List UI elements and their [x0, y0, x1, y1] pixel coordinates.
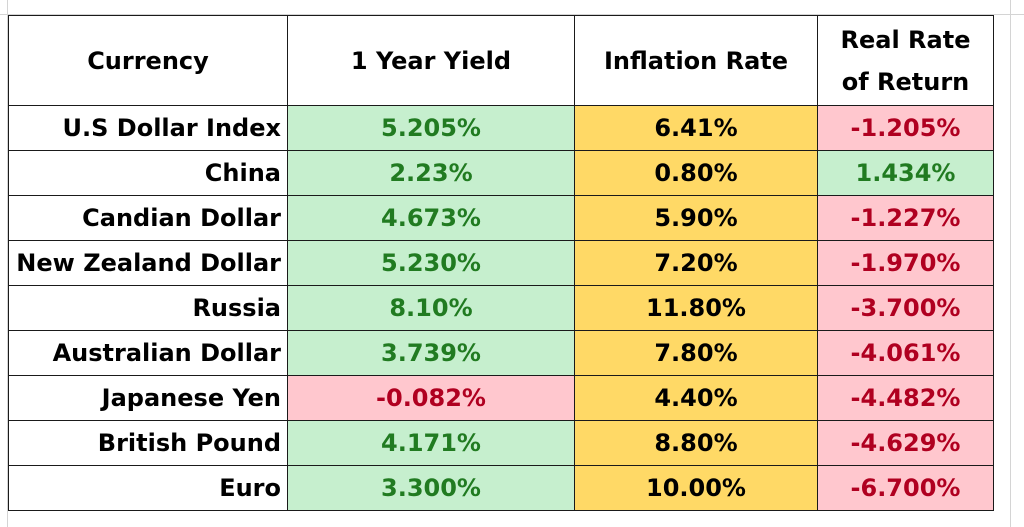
- real-return-cell[interactable]: -1.970%: [817, 240, 994, 286]
- inflation-cell[interactable]: 6.41%: [574, 105, 818, 151]
- currency-cell[interactable]: British Pound: [8, 420, 288, 466]
- inflation-cell[interactable]: 10.00%: [574, 465, 818, 511]
- yield-cell[interactable]: 8.10%: [287, 285, 575, 331]
- header-real-rate-line1: Real Rate: [840, 25, 971, 54]
- real-return-cell[interactable]: 1.434%: [817, 150, 994, 196]
- yield-cell[interactable]: 5.205%: [287, 105, 575, 151]
- real-return-cell[interactable]: -1.227%: [817, 195, 994, 241]
- header-real-rate-of-return[interactable]: Real Rate of Return: [817, 15, 994, 106]
- table-row: Australian Dollar 3.739% 7.80% -4.061%: [8, 330, 994, 376]
- real-return-cell[interactable]: -1.205%: [817, 105, 994, 151]
- yield-cell[interactable]: 3.300%: [287, 465, 575, 511]
- real-return-cell[interactable]: -4.629%: [817, 420, 994, 466]
- inflation-cell[interactable]: 7.20%: [574, 240, 818, 286]
- gridline: [7, 0, 8, 527]
- currency-cell[interactable]: Russia: [8, 285, 288, 331]
- yield-cell[interactable]: 4.171%: [287, 420, 575, 466]
- table-row: Russia 8.10% 11.80% -3.700%: [8, 285, 994, 331]
- header-row: Currency 1 Year Yield Inflation Rate Rea…: [8, 15, 994, 106]
- header-1-year-yield[interactable]: 1 Year Yield: [287, 15, 575, 106]
- real-return-cell[interactable]: -3.700%: [817, 285, 994, 331]
- real-return-cell[interactable]: -6.700%: [817, 465, 994, 511]
- table-row: Candian Dollar 4.673% 5.90% -1.227%: [8, 195, 994, 241]
- inflation-cell[interactable]: 7.80%: [574, 330, 818, 376]
- table-row: U.S Dollar Index 5.205% 6.41% -1.205%: [8, 105, 994, 151]
- gridline: [1010, 0, 1011, 527]
- yield-cell[interactable]: 5.230%: [287, 240, 575, 286]
- currency-cell[interactable]: Japanese Yen: [8, 375, 288, 421]
- yield-cell[interactable]: 2.23%: [287, 150, 575, 196]
- currency-cell[interactable]: China: [8, 150, 288, 196]
- yield-cell[interactable]: 3.739%: [287, 330, 575, 376]
- header-currency[interactable]: Currency: [8, 15, 288, 106]
- currency-cell[interactable]: New Zealand Dollar: [8, 240, 288, 286]
- currency-cell[interactable]: U.S Dollar Index: [8, 105, 288, 151]
- real-return-cell[interactable]: -4.061%: [817, 330, 994, 376]
- currency-cell[interactable]: Euro: [8, 465, 288, 511]
- inflation-cell[interactable]: 0.80%: [574, 150, 818, 196]
- table-row: Japanese Yen -0.082% 4.40% -4.482%: [8, 375, 994, 421]
- table-row: Euro 3.300% 10.00% -6.700%: [8, 465, 994, 511]
- table-row: New Zealand Dollar 5.230% 7.20% -1.970%: [8, 240, 994, 286]
- yield-cell[interactable]: 4.673%: [287, 195, 575, 241]
- table-row: China 2.23% 0.80% 1.434%: [8, 150, 994, 196]
- real-return-cell[interactable]: -4.482%: [817, 375, 994, 421]
- inflation-cell[interactable]: 11.80%: [574, 285, 818, 331]
- inflation-cell[interactable]: 8.80%: [574, 420, 818, 466]
- yield-cell[interactable]: -0.082%: [287, 375, 575, 421]
- currency-yield-table: Currency 1 Year Yield Inflation Rate Rea…: [8, 15, 994, 511]
- inflation-cell[interactable]: 5.90%: [574, 195, 818, 241]
- header-inflation-rate[interactable]: Inflation Rate: [574, 15, 818, 106]
- inflation-cell[interactable]: 4.40%: [574, 375, 818, 421]
- currency-cell[interactable]: Candian Dollar: [8, 195, 288, 241]
- table-body: U.S Dollar Index 5.205% 6.41% -1.205% China 2…: [8, 105, 994, 511]
- header-real-rate-line2: of Return: [841, 67, 970, 96]
- gridline: [0, 14, 1024, 15]
- table-row: British Pound 4.171% 8.80% -4.629%: [8, 420, 994, 466]
- currency-cell[interactable]: Australian Dollar: [8, 330, 288, 376]
